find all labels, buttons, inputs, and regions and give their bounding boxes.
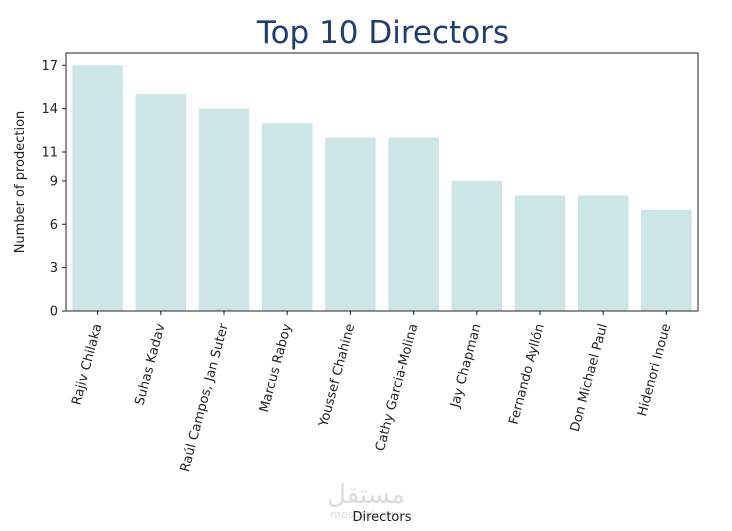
watermark: مستقل mostaql.com [327, 480, 405, 521]
bar-6 [388, 137, 439, 311]
bar-1 [72, 65, 123, 312]
bar-7 [451, 180, 503, 311]
watermark-latin: mostaql.com [330, 508, 401, 521]
x-tick-label-4: Marcus Raboy [257, 322, 295, 414]
x-tick-label-7: Jay Chapman [448, 322, 485, 410]
x-tick-label-2: Suhas Kadav [132, 322, 168, 407]
plot-area-frame [65, 52, 699, 312]
bar-4 [261, 123, 313, 312]
chart-title: Top 10 Directors [256, 15, 509, 51]
x-tick-label-3: Raúl Campos, Jan Suter [178, 322, 232, 474]
bar-5 [325, 137, 376, 311]
x-axis: Rajiv Chilaka Suhas Kadav Raúl Campos, Jan… [69, 311, 674, 474]
x-tick-label-5: Youssef Chahine [316, 322, 358, 429]
bar-10 [641, 209, 692, 311]
y-tick-label-11: 11 [41, 146, 58, 161]
bar-9 [577, 195, 629, 311]
x-tick-label-10: Hidenori Inoue [635, 322, 674, 418]
y-tick-label-6: 6 [50, 218, 58, 233]
bar-3 [198, 108, 250, 311]
y-axis: 0 3 6 9 11 14 17 [41, 59, 66, 320]
y-tick-label-9: 9 [50, 174, 58, 189]
x-tick-label-6: Cathy Garcia-Molina [373, 322, 421, 453]
x-axis-label: Directors [353, 510, 412, 525]
bar-2 [135, 94, 187, 312]
y-tick-label-14: 14 [41, 102, 58, 117]
y-tick-label-0: 0 [50, 305, 58, 320]
x-tick-label-8: Fernando Ayllón [507, 322, 548, 426]
y-tick-label-17: 17 [41, 59, 58, 74]
bar-8 [514, 195, 566, 311]
x-tick-label-9: Don Michael Paul [568, 322, 611, 433]
watermark-arabic: مستقل [327, 480, 405, 510]
y-axis-label: Number of prodection [13, 111, 28, 254]
x-tick-label-1: Rajiv Chilaka [69, 322, 105, 407]
y-tick-label-3: 3 [50, 261, 58, 276]
bars-group [72, 65, 692, 312]
